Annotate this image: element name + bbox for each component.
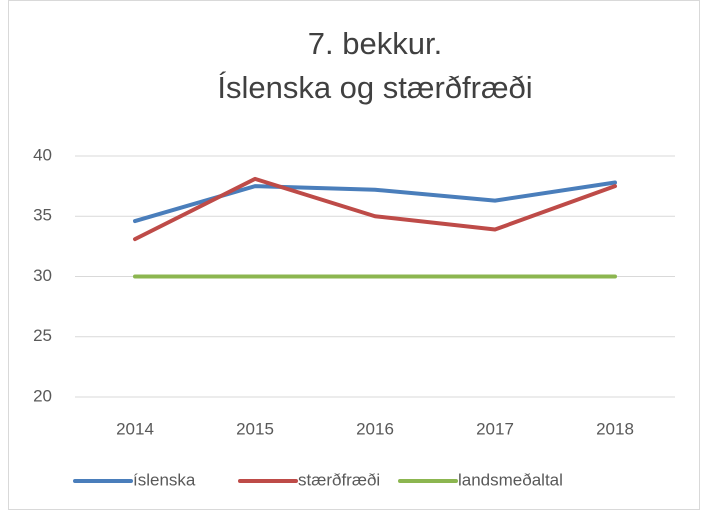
x-tick-label: 2014 — [116, 419, 154, 438]
y-tick-label: 40 — [33, 145, 52, 164]
x-tick-label: 2015 — [236, 419, 274, 438]
legend-label: íslenska — [133, 470, 196, 489]
chart-frame — [8, 0, 700, 510]
chart-title: Íslenska og stærðfræði — [217, 70, 532, 105]
legend-label: stærðfræði — [298, 470, 380, 489]
x-tick-label: 2018 — [596, 419, 634, 438]
y-tick-label: 30 — [33, 266, 52, 285]
line-series — [133, 176, 617, 242]
y-tick-label: 35 — [33, 206, 52, 225]
chart-title: 7. bekkur. — [308, 26, 442, 61]
legend-label: landsmeðaltal — [458, 470, 563, 489]
y-tick-label: 25 — [33, 326, 52, 345]
y-tick-label: 20 — [33, 386, 52, 405]
x-tick-label: 2017 — [476, 419, 514, 438]
x-tick-label: 2016 — [356, 419, 394, 438]
